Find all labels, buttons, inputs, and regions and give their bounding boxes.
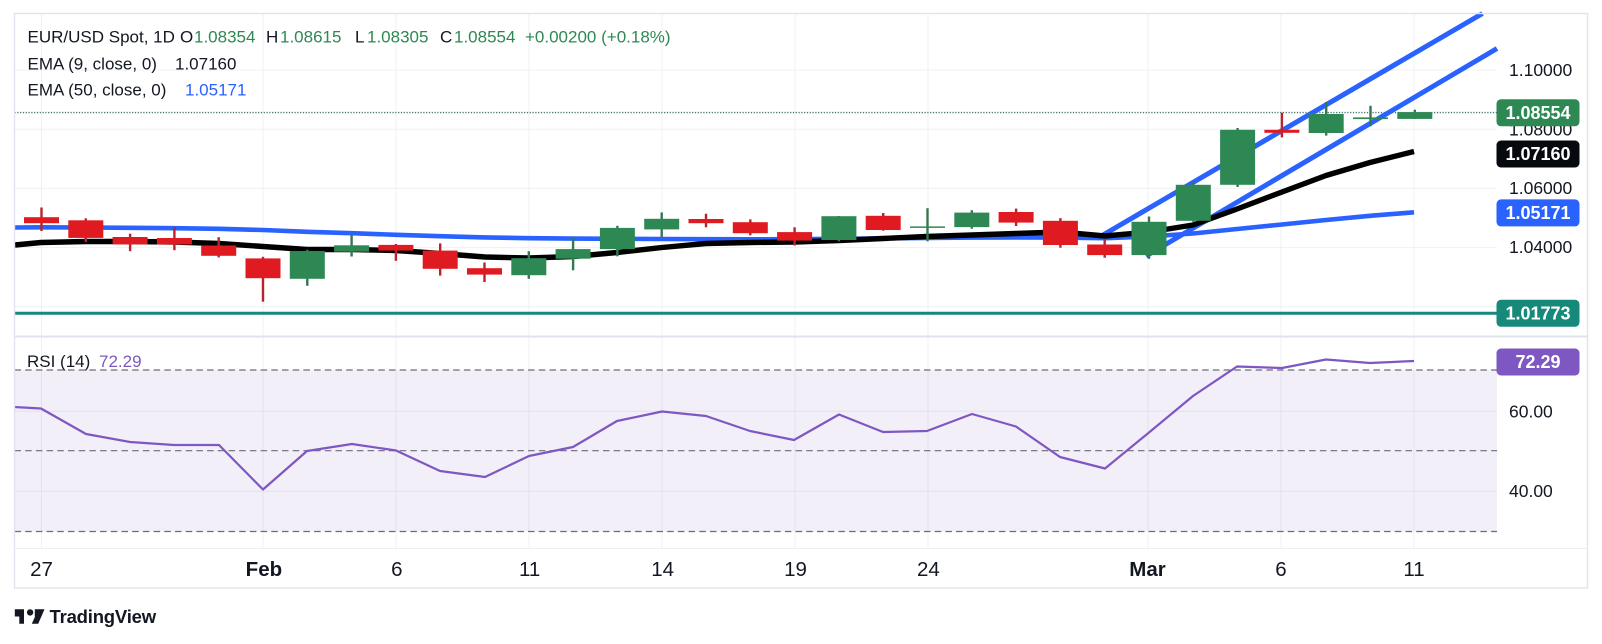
svg-text:24: 24 — [917, 558, 940, 581]
svg-text:TradingView: TradingView — [50, 606, 157, 627]
svg-text:1.05171: 1.05171 — [185, 81, 246, 100]
svg-text:40.00: 40.00 — [1509, 481, 1553, 501]
svg-text:6: 6 — [391, 558, 402, 581]
svg-text:L: L — [355, 28, 364, 47]
svg-text:19: 19 — [784, 558, 807, 581]
svg-text:11: 11 — [519, 558, 540, 581]
svg-text:EMA (9, close, 0): EMA (9, close, 0) — [28, 55, 157, 74]
svg-text:1.01773: 1.01773 — [1505, 303, 1570, 323]
svg-text:Mar: Mar — [1129, 558, 1165, 581]
svg-text:1.07160: 1.07160 — [175, 55, 236, 74]
svg-text:1.05171: 1.05171 — [1505, 203, 1570, 223]
svg-text:+0.00200 (+0.18%): +0.00200 (+0.18%) — [525, 28, 671, 47]
svg-text:EMA (50, close, 0): EMA (50, close, 0) — [28, 81, 167, 100]
svg-text:Feb: Feb — [246, 558, 282, 581]
svg-text:1.06000: 1.06000 — [1509, 178, 1573, 198]
svg-text:EUR/USD Spot, 1D: EUR/USD Spot, 1D — [28, 28, 175, 47]
svg-text:72.29: 72.29 — [99, 352, 142, 371]
svg-text:1.08554: 1.08554 — [1505, 103, 1570, 123]
svg-text:6: 6 — [1275, 558, 1286, 581]
svg-text:1.08305: 1.08305 — [367, 28, 428, 47]
svg-text:O: O — [180, 28, 193, 47]
svg-text:1.04000: 1.04000 — [1509, 237, 1573, 257]
svg-text:C: C — [440, 28, 452, 47]
svg-text:11: 11 — [1403, 558, 1424, 581]
svg-text:1.08354: 1.08354 — [194, 28, 255, 47]
svg-text:1.07160: 1.07160 — [1505, 144, 1570, 164]
svg-text:RSI (14): RSI (14) — [27, 352, 90, 371]
svg-text:14: 14 — [651, 558, 674, 581]
svg-text:1.08554: 1.08554 — [454, 28, 515, 47]
svg-text:27: 27 — [30, 558, 53, 581]
svg-text:60.00: 60.00 — [1509, 401, 1553, 421]
svg-text:H: H — [266, 28, 278, 47]
svg-text:72.29: 72.29 — [1515, 352, 1560, 372]
svg-text:1.10000: 1.10000 — [1509, 60, 1573, 80]
svg-text:1.08615: 1.08615 — [280, 28, 341, 47]
